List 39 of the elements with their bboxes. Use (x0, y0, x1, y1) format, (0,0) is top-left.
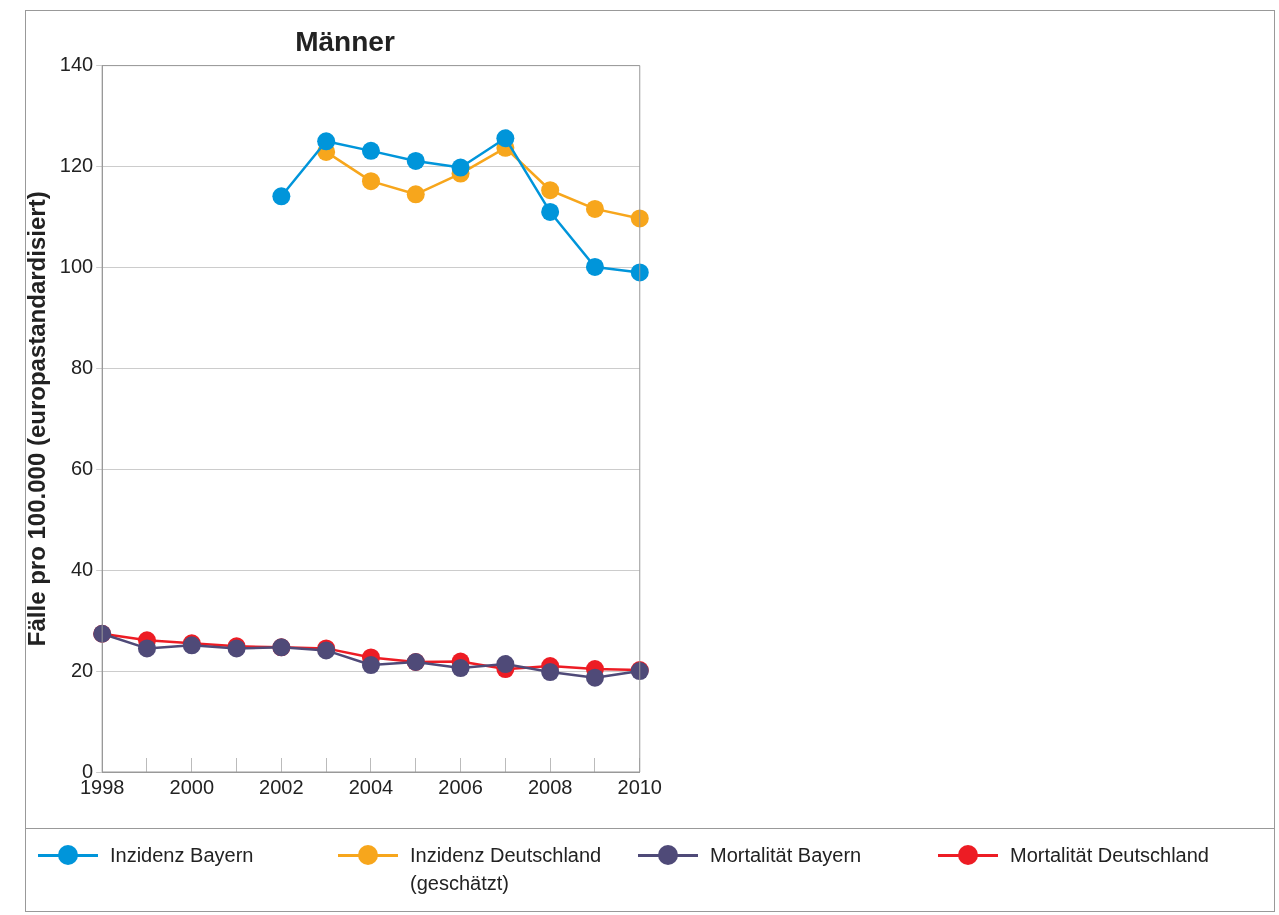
point (361, 656, 380, 675)
y-tick-label: 120 (59, 154, 94, 177)
point (496, 655, 515, 674)
point (585, 257, 604, 276)
point (406, 185, 425, 204)
chart-title: Männer (295, 25, 395, 57)
point (451, 158, 470, 177)
y-tick-label: 60 (70, 456, 94, 479)
x-tick-label: 2000 (169, 775, 215, 798)
y-tick-label: 140 (59, 53, 94, 76)
point (137, 639, 156, 658)
y-tick-label: 100 (59, 254, 94, 277)
legend-label: Mortalität Bayern (710, 843, 862, 868)
point (630, 209, 649, 228)
point (272, 187, 291, 206)
point (451, 659, 470, 678)
y-tick-label: 20 (70, 658, 94, 681)
x-tick-label: 2002 (259, 775, 304, 798)
x-tick-label: 2004 (348, 775, 394, 798)
legend-label: Inzidenz Bayern (110, 843, 254, 868)
legend-label: Inzidenz Deutschland (geschätzt) (410, 843, 603, 896)
point (317, 132, 336, 151)
legend-label: Mortalität Deutschland (1010, 843, 1209, 868)
x-tick-label: 2008 (527, 775, 573, 798)
point (541, 181, 560, 200)
point (585, 668, 604, 687)
point (361, 141, 380, 160)
x-tick-label: 2010 (617, 775, 662, 798)
point (541, 663, 560, 682)
point (630, 263, 649, 282)
point (361, 172, 380, 191)
point (406, 151, 425, 170)
y-axis-title: Fälle pro 100.000 (europastandardisiert) (23, 191, 51, 647)
y-tick-label: 40 (70, 557, 94, 580)
point (585, 199, 604, 218)
point (496, 129, 515, 148)
y-tick-label: 80 (70, 355, 94, 378)
x-tick-label: 2006 (438, 775, 483, 798)
point (541, 202, 560, 221)
